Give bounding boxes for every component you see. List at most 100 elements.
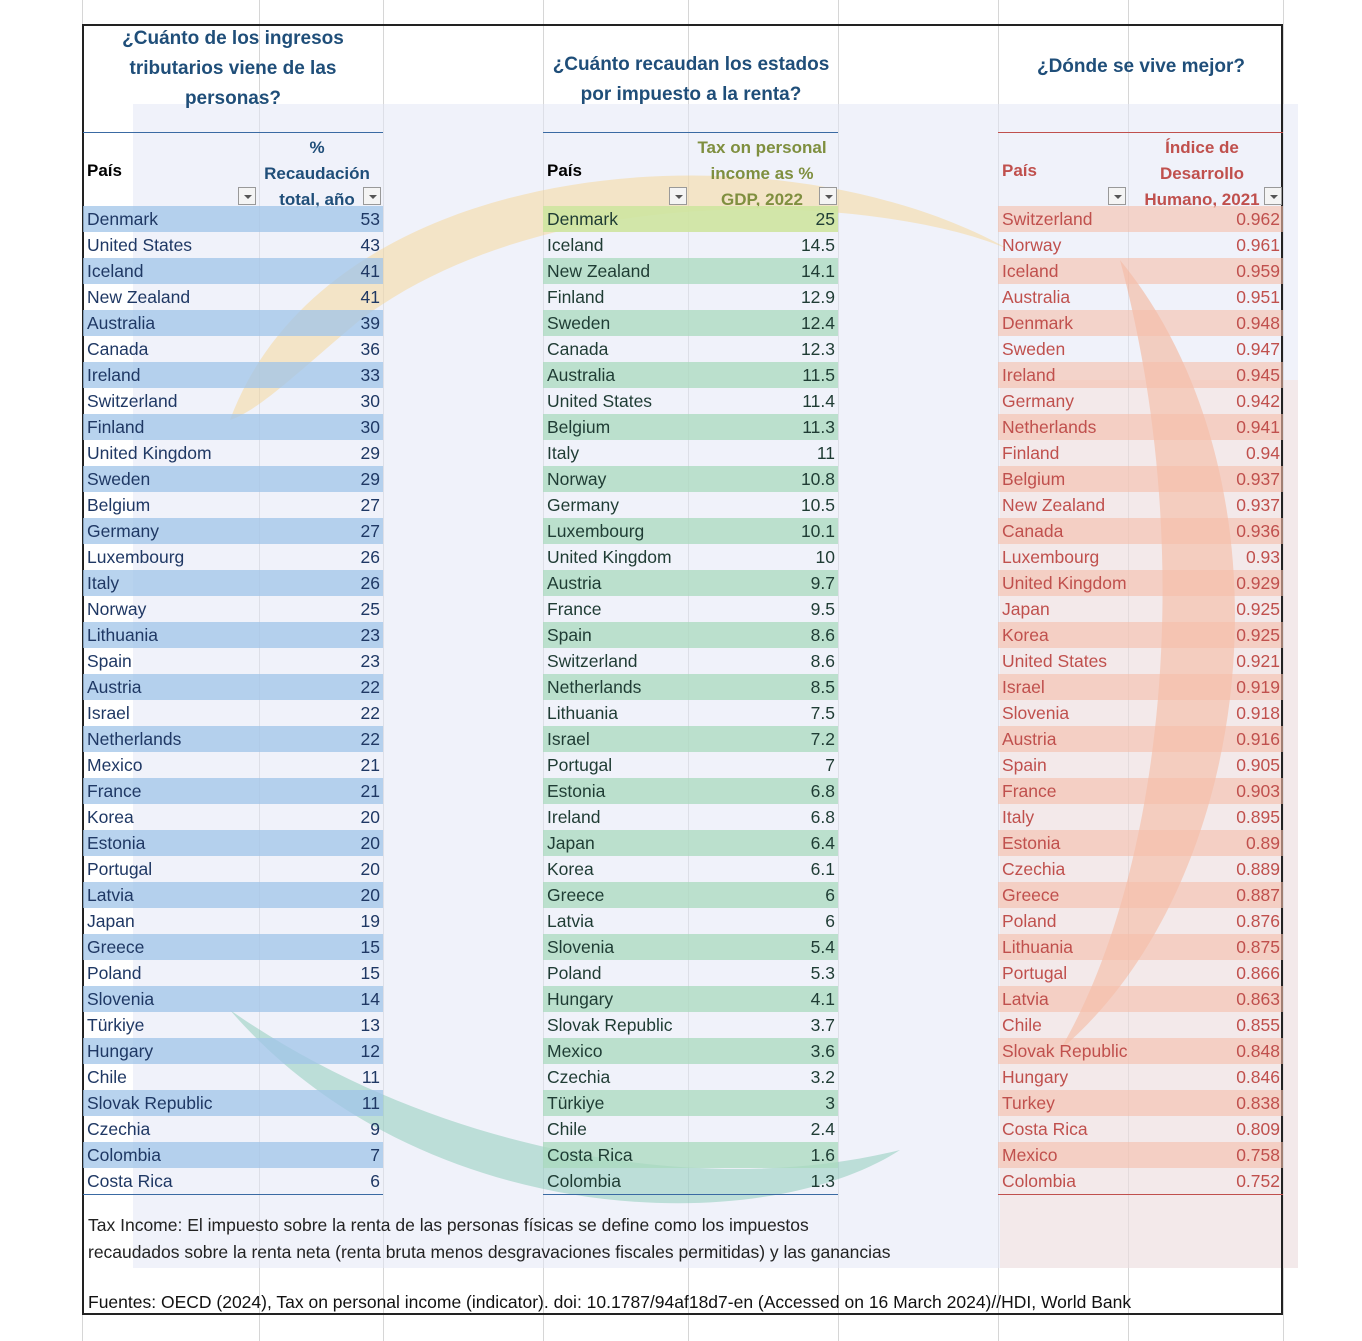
table-row[interactable]: Mexico 21 [83,752,383,778]
table-row[interactable]: Korea 20 [83,804,383,830]
table-row[interactable]: Belgium 27 [83,492,383,518]
table-row[interactable]: Greece 15 [83,934,383,960]
table-row[interactable]: Finland 12.9 [543,284,838,310]
table-row[interactable]: France 21 [83,778,383,804]
table-row[interactable]: Switzerland 30 [83,388,383,414]
table-row[interactable]: Lithuania 0.875 [998,934,1283,960]
table-row[interactable]: Finland 0.94 [998,440,1283,466]
table-row[interactable]: Netherlands 22 [83,726,383,752]
table-row[interactable]: Switzerland 0.962 [998,206,1283,232]
table-row[interactable]: Latvia 6 [543,908,838,934]
table-row[interactable]: New Zealand 14.1 [543,258,838,284]
filter-dropdown-icon[interactable] [238,187,256,205]
table-row[interactable]: Mexico 3.6 [543,1038,838,1064]
table-row[interactable]: Luxembourg 10.1 [543,518,838,544]
table-row[interactable]: Greece 6 [543,882,838,908]
table-row[interactable]: Czechia 3.2 [543,1064,838,1090]
table-row[interactable]: Spain 0.905 [998,752,1283,778]
table-row[interactable]: Estonia 0.89 [998,830,1283,856]
table-row[interactable]: Austria 22 [83,674,383,700]
table-row[interactable]: Ireland 0.945 [998,362,1283,388]
table-row[interactable]: Hungary 12 [83,1038,383,1064]
table-row[interactable]: Slovak Republic 0.848 [998,1038,1283,1064]
table-row[interactable]: Germany 27 [83,518,383,544]
table-row[interactable]: Spain 8.6 [543,622,838,648]
table-row[interactable]: Iceland 41 [83,258,383,284]
table-row[interactable]: Belgium 11.3 [543,414,838,440]
table-row[interactable]: Netherlands 8.5 [543,674,838,700]
table-row[interactable]: Estonia 6.8 [543,778,838,804]
table-row[interactable]: Latvia 0.863 [998,986,1283,1012]
table-row[interactable]: Colombia 0.752 [998,1168,1283,1194]
table-row[interactable]: Lithuania 23 [83,622,383,648]
table-row[interactable]: Australia 39 [83,310,383,336]
table-row[interactable]: Mexico 0.758 [998,1142,1283,1168]
table-row[interactable]: Sweden 0.947 [998,336,1283,362]
table-row[interactable]: Australia 11.5 [543,362,838,388]
table-row[interactable]: Czechia 0.889 [998,856,1283,882]
table-row[interactable]: Japan 6.4 [543,830,838,856]
table-row[interactable]: United States 0.921 [998,648,1283,674]
table-row[interactable]: Costa Rica 1.6 [543,1142,838,1168]
table-row[interactable]: Portugal 0.866 [998,960,1283,986]
table-row[interactable]: Korea 6.1 [543,856,838,882]
filter-dropdown-icon[interactable] [1108,187,1126,205]
table-row[interactable]: Spain 23 [83,648,383,674]
table-row[interactable]: Denmark 53 [83,206,383,232]
table-row[interactable]: Estonia 20 [83,830,383,856]
table-row[interactable]: Denmark 25 [543,206,838,232]
table-row[interactable]: Czechia 9 [83,1116,383,1142]
table-row[interactable]: Chile 2.4 [543,1116,838,1142]
table-row[interactable]: Colombia 7 [83,1142,383,1168]
table-row[interactable]: Portugal 20 [83,856,383,882]
table-row[interactable]: Latvia 20 [83,882,383,908]
table-row[interactable]: Canada 36 [83,336,383,362]
table-row[interactable]: Israel 7.2 [543,726,838,752]
table-row[interactable]: Japan 0.925 [998,596,1283,622]
table-row[interactable]: Greece 0.887 [998,882,1283,908]
table-row[interactable]: Ireland 33 [83,362,383,388]
table-row[interactable]: Israel 0.919 [998,674,1283,700]
table-row[interactable]: United States 11.4 [543,388,838,414]
table-row[interactable]: Colombia 1.3 [543,1168,838,1194]
table-row[interactable]: Norway 25 [83,596,383,622]
table-row[interactable]: Hungary 0.846 [998,1064,1283,1090]
table-row[interactable]: United Kingdom 10 [543,544,838,570]
table-row[interactable]: Türkiye 3 [543,1090,838,1116]
table-row[interactable]: Hungary 4.1 [543,986,838,1012]
table-row[interactable]: Japan 19 [83,908,383,934]
table-row[interactable]: Australia 0.951 [998,284,1283,310]
filter-dropdown-icon[interactable] [363,187,381,205]
table-row[interactable]: Slovak Republic 11 [83,1090,383,1116]
table-row[interactable]: Germany 0.942 [998,388,1283,414]
filter-dropdown-icon[interactable] [669,187,687,205]
table-row[interactable]: Poland 0.876 [998,908,1283,934]
table-row[interactable]: United Kingdom 29 [83,440,383,466]
table-row[interactable]: Germany 10.5 [543,492,838,518]
table-row[interactable]: Switzerland 8.6 [543,648,838,674]
table-row[interactable]: Iceland 0.959 [998,258,1283,284]
table-row[interactable]: United States 43 [83,232,383,258]
table-row[interactable]: Austria 9.7 [543,570,838,596]
table-row[interactable]: New Zealand 41 [83,284,383,310]
table-row[interactable]: Norway 10.8 [543,466,838,492]
table-row[interactable]: Slovenia 5.4 [543,934,838,960]
table-row[interactable]: Iceland 14.5 [543,232,838,258]
filter-dropdown-icon[interactable] [1264,187,1282,205]
table-row[interactable]: Luxembourg 26 [83,544,383,570]
table-row[interactable]: Sweden 12.4 [543,310,838,336]
table-row[interactable]: United Kingdom 0.929 [998,570,1283,596]
table-row[interactable]: Korea 0.925 [998,622,1283,648]
table-row[interactable]: Ireland 6.8 [543,804,838,830]
table-row[interactable]: Lithuania 7.5 [543,700,838,726]
table-row[interactable]: Poland 15 [83,960,383,986]
table-row[interactable]: Turkey 0.838 [998,1090,1283,1116]
table-row[interactable]: Italy 11 [543,440,838,466]
table-row[interactable]: Costa Rica 0.809 [998,1116,1283,1142]
table-row[interactable]: Portugal 7 [543,752,838,778]
table-row[interactable]: Belgium 0.937 [998,466,1283,492]
table-row[interactable]: Slovak Republic 3.7 [543,1012,838,1038]
table-row[interactable]: Poland 5.3 [543,960,838,986]
table-row[interactable]: Costa Rica 6 [83,1168,383,1194]
table-row[interactable]: Norway 0.961 [998,232,1283,258]
